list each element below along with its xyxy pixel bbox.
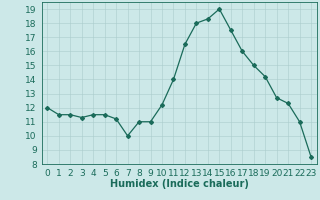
X-axis label: Humidex (Indice chaleur): Humidex (Indice chaleur) xyxy=(110,179,249,189)
